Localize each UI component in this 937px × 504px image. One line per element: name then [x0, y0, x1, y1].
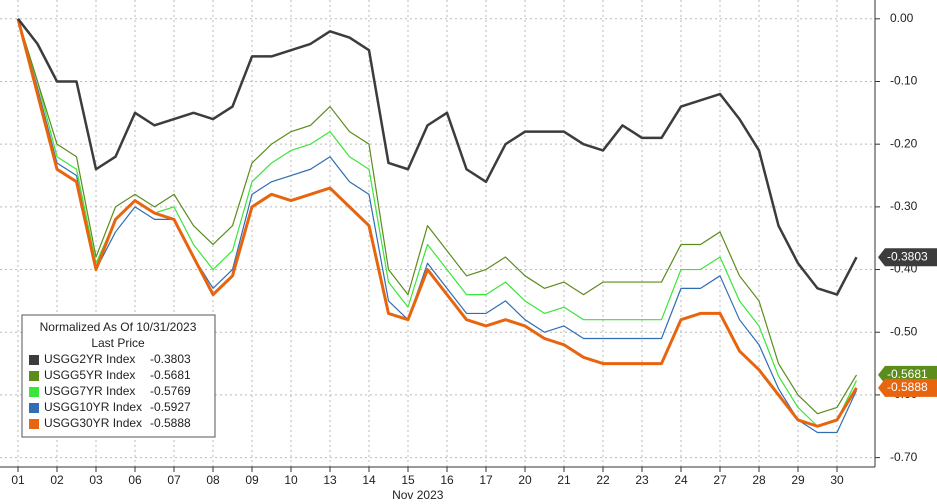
legend-value: -0.3803 [150, 352, 191, 366]
x-axis-label: Nov 2023 [392, 488, 444, 502]
last-price-tag [878, 248, 937, 267]
y-tick-label: -0.10 [890, 74, 918, 88]
x-tick-label: 14 [362, 473, 376, 487]
x-tick-label: 13 [323, 473, 337, 487]
x-tick-label: 17 [479, 473, 493, 487]
x-tick-label: 08 [206, 473, 220, 487]
x-tick-label: 07 [167, 473, 181, 487]
y-tick-label: -0.50 [890, 324, 918, 338]
legend-subtitle: Last Price [91, 336, 145, 350]
legend-value: -0.5769 [150, 384, 191, 398]
x-tick-label: 27 [713, 473, 727, 487]
x-tick-label: 15 [401, 473, 415, 487]
x-tick-label: 10 [284, 473, 298, 487]
x-tick-label: 24 [674, 473, 688, 487]
x-tick-label: 20 [518, 473, 532, 487]
series-line [17, 18, 858, 427]
legend-label: USGG10YR Index [44, 400, 142, 414]
x-tick-label: 03 [89, 473, 103, 487]
x-tick-label: 01 [11, 473, 25, 487]
series-line [16, 18, 858, 428]
x-tick-label: 21 [557, 473, 571, 487]
legend-label: USGG2YR Index [44, 352, 135, 366]
last-price-label: -0.3803 [887, 249, 928, 263]
x-tick-label: 28 [752, 473, 766, 487]
legend-label: USGG30YR Index [44, 416, 142, 430]
series-line [17, 18, 858, 296]
x-tick-label: 29 [791, 473, 805, 487]
legend-label: USGG5YR Index [44, 368, 135, 382]
series-line [17, 18, 858, 434]
legend-swatch [29, 403, 39, 413]
x-tick-label: 06 [128, 473, 142, 487]
legend-box [21, 314, 216, 438]
legend-swatch [29, 355, 39, 365]
y-tick-label: -0.70 [890, 450, 918, 464]
last-price-label: -0.5888 [887, 380, 928, 394]
legend-swatch [29, 419, 39, 429]
x-tick-label: 02 [50, 473, 64, 487]
legend-label: USGG7YR Index [44, 384, 135, 398]
legend-swatch [29, 371, 39, 381]
x-tick-label: 23 [635, 473, 649, 487]
y-tick-label: 0.00 [890, 11, 914, 25]
x-tick-label: 09 [245, 473, 259, 487]
legend-value: -0.5927 [150, 400, 191, 414]
y-tick-label: -0.30 [890, 199, 918, 213]
legend-swatch [29, 387, 39, 397]
y-tick-label: -0.20 [890, 136, 918, 150]
x-tick-label: 22 [596, 473, 610, 487]
last-price-tag [878, 378, 937, 397]
legend-value: -0.5681 [150, 368, 191, 382]
series-line [17, 18, 858, 415]
x-tick-label: 30 [830, 473, 844, 487]
last-price-label: -0.5681 [887, 367, 928, 381]
legend-title: Normalized As Of 10/31/2023 [40, 320, 197, 334]
legend-value: -0.5888 [150, 416, 191, 430]
x-tick-label: 16 [440, 473, 454, 487]
